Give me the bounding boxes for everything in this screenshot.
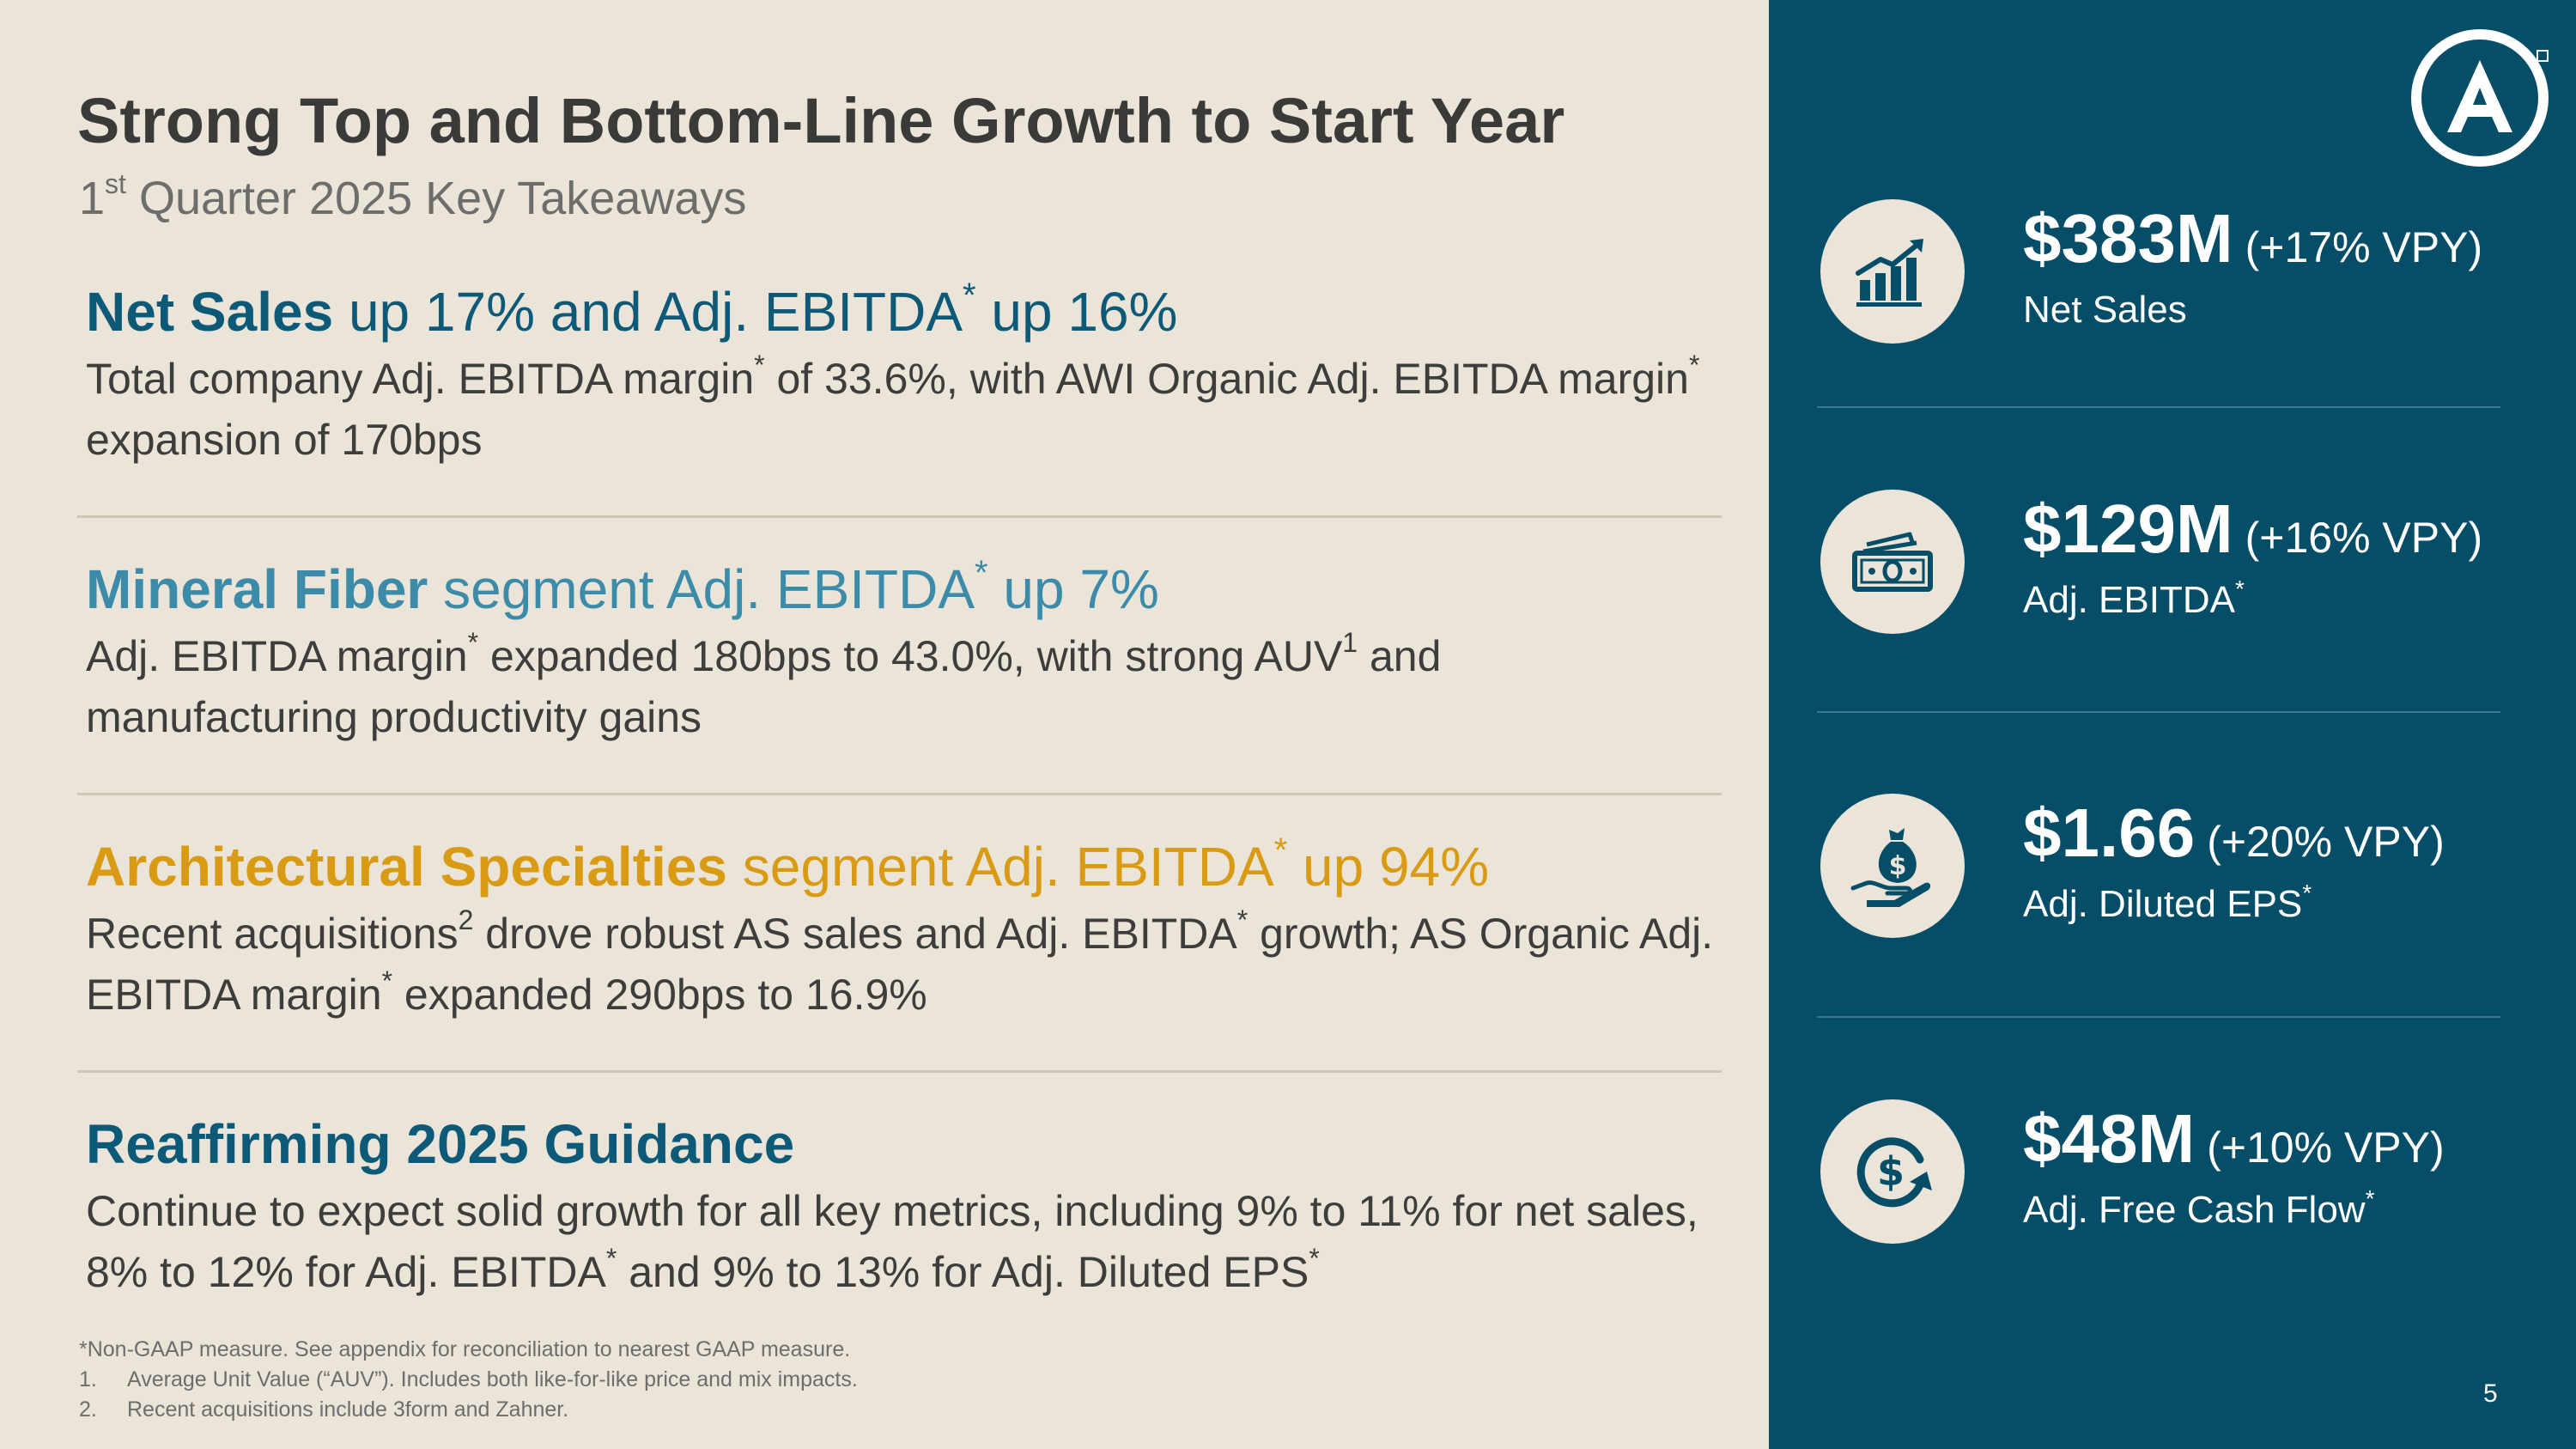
- kpi-label: Adj. EBITDA*: [2023, 575, 2245, 622]
- kpi-value: $129M (+16% VPY): [2023, 490, 2483, 567]
- section-divider: [77, 515, 1722, 518]
- takeaway-mineral-fiber: Mineral Fiber segment Adj. EBITDA* up 7%…: [86, 554, 1717, 748]
- takeaway-heading: Architectural Specialties segment Adj. E…: [86, 831, 1490, 898]
- page-subtitle: 1st Quarter 2025 Key Takeaways: [79, 168, 747, 224]
- company-logo-icon: [2411, 29, 2549, 167]
- takeaway-architectural-specialties: Architectural Specialties segment Adj. E…: [86, 831, 1717, 1026]
- kpi-divider: [1817, 406, 2500, 408]
- kpi-label: Adj. Free Cash Flow*: [2023, 1185, 2375, 1232]
- section-divider: [77, 793, 1722, 795]
- svg-text:$: $: [1877, 1148, 1905, 1195]
- trademark-mark: [2537, 50, 2549, 62]
- takeaway-guidance: Reaffirming 2025 Guidance Continue to ex…: [86, 1114, 1717, 1303]
- kpi-adj-ebitda: $129M (+16% VPY) Adj. EBITDA*: [1820, 490, 2524, 661]
- kpi-net-sales: $383M (+17% VPY) Net Sales: [1820, 199, 2524, 371]
- kpi-label: Net Sales: [2023, 289, 2187, 331]
- footnote-item: 2. Recent acquisitions include 3form and …: [79, 1397, 569, 1422]
- growth-chart-icon: [1820, 199, 1965, 344]
- kpi-value: $48M (+10% VPY): [2023, 1100, 2445, 1177]
- takeaway-body: Recent acquisitions2 drove robust AS sal…: [86, 904, 1714, 1020]
- section-divider: [77, 1070, 1722, 1073]
- kpi-divider: [1817, 1016, 2500, 1018]
- takeaway-heading: Reaffirming 2025 Guidance: [86, 1113, 795, 1175]
- takeaway-net-sales: Net Sales up 17% and Adj. EBITDA* up 16%…: [86, 277, 1717, 471]
- takeaway-body: Continue to expect solid growth for all …: [86, 1187, 1698, 1297]
- takeaway-body: Total company Adj. EBITDA margin* of 33.…: [86, 350, 1700, 465]
- kpi-value: $1.66 (+20% VPY): [2023, 795, 2445, 871]
- kpi-adj-diluted-eps: $ $1.66 (+20% VPY) Adj. Diluted EPS*: [1820, 794, 2524, 965]
- money-bag-hand-icon: $: [1820, 794, 1965, 938]
- takeaway-heading: Net Sales up 17% and Adj. EBITDA* up 16%: [86, 277, 1178, 343]
- cash-bills-icon: [1820, 490, 1965, 634]
- kpi-divider: [1817, 711, 2500, 713]
- footnote-non-gaap: *Non-GAAP measure. See appendix for reco…: [79, 1337, 851, 1361]
- content-panel: [0, 0, 1769, 1449]
- kpi-value: $383M (+17% VPY): [2023, 200, 2483, 277]
- kpi-adj-free-cash-flow: $ $48M (+10% VPY) Adj. Free Cash Flow*: [1820, 1099, 2524, 1271]
- dollar-cycle-icon: $: [1820, 1099, 1965, 1244]
- svg-text:$: $: [1889, 851, 1907, 881]
- takeaway-heading: Mineral Fiber segment Adj. EBITDA* up 7%: [86, 554, 1159, 620]
- page-title: Strong Top and Bottom-Line Growth to Sta…: [77, 85, 1565, 156]
- takeaway-body: Adj. EBITDA margin* expanded 180bps to 4…: [86, 627, 1442, 742]
- footnote-item: 1. Average Unit Value (“AUV”). Includes b…: [79, 1367, 858, 1391]
- kpi-label: Adj. Diluted EPS*: [2023, 880, 2312, 926]
- footnotes: *Non-GAAP measure. See appendix for reco…: [79, 1335, 858, 1425]
- page-number: 5: [2483, 1379, 2498, 1408]
